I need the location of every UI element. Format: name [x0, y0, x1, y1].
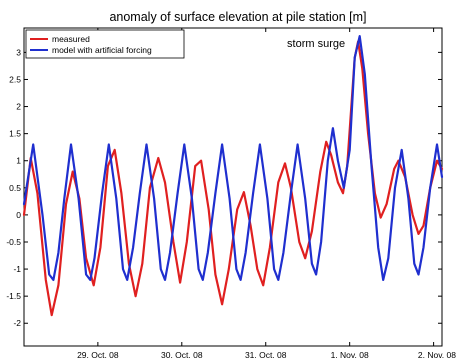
series-line-model — [22, 35, 444, 281]
y-tick-label: -2 — [13, 318, 21, 328]
y-tick-label: -0.5 — [6, 237, 21, 247]
y-tick-label: 3 — [16, 47, 21, 57]
x-tick-label: 2. Nov. 08 — [418, 350, 456, 360]
y-tick-label: 1.5 — [9, 129, 21, 139]
y-tick-label: 0 — [16, 210, 21, 220]
series-line-measured — [22, 40, 444, 317]
series-layer — [22, 35, 444, 317]
x-tick-label: 30. Oct. 08 — [161, 350, 203, 360]
x-tick-label: 1. Nov. 08 — [331, 350, 369, 360]
legend: measured model with artificial forcing — [25, 29, 185, 59]
legend-label-model: model with artificial forcing — [52, 45, 152, 55]
annotation-storm-surge: storm surge — [287, 38, 345, 50]
x-tick-label: 29. Oct. 08 — [77, 350, 119, 360]
y-tick-label: 2 — [16, 102, 21, 112]
x-tick-label: 31. Oct. 08 — [245, 350, 287, 360]
annotation-layer: storm surge — [287, 38, 345, 50]
y-tick-label: 2.5 — [9, 74, 21, 84]
legend-label-measured: measured — [52, 34, 90, 44]
y-tick-label: 1 — [16, 156, 21, 166]
y-tick-label: 0.5 — [9, 183, 21, 193]
legend-box — [25, 29, 185, 59]
y-axis: -2 -1.5 -1 -0.5 0 0.5 1 1.5 2 2.5 3 — [6, 47, 442, 328]
y-tick-label: -1.5 — [6, 291, 21, 301]
x-axis: 29. Oct. 08 30. Oct. 08 31. Oct. 08 1. Nov.… — [77, 28, 456, 360]
chart-title: anomaly of surface elevation at pile sta… — [109, 10, 366, 24]
plot-area-frame — [23, 27, 443, 347]
y-tick-label: -1 — [13, 264, 21, 274]
